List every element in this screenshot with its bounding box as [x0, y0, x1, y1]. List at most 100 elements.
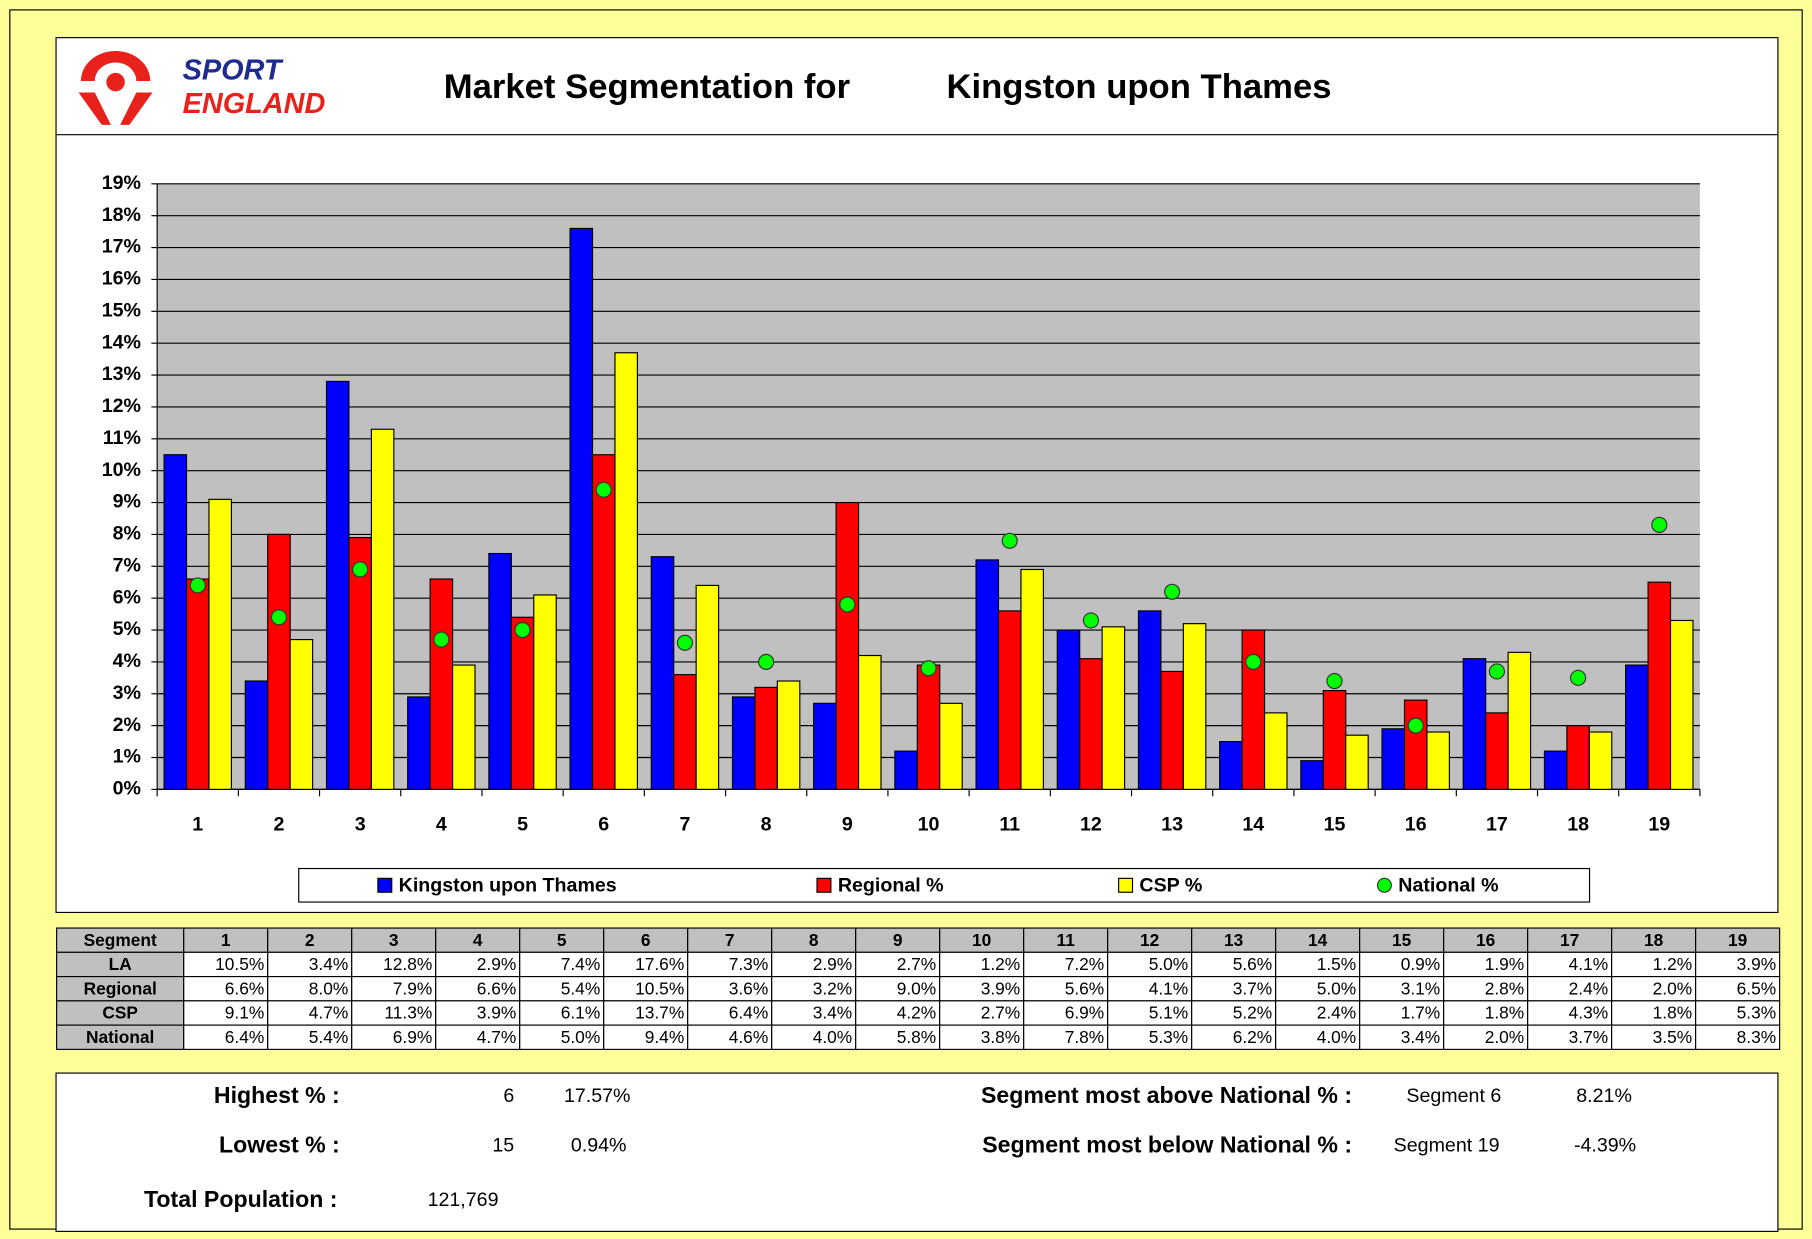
y-tick-label: 0% [113, 778, 141, 800]
table-cell [435, 927, 521, 953]
table-cell [1695, 976, 1781, 1002]
table-value: 5.1% [1149, 1003, 1189, 1023]
legend-marker [1376, 877, 1392, 893]
table-cell [603, 951, 689, 978]
bar [1345, 734, 1369, 790]
y-tick-label: 7% [113, 554, 141, 576]
column-label: 19 [1728, 930, 1747, 950]
table-cell [1107, 1024, 1193, 1050]
bar [835, 501, 860, 790]
x-tick-label: 15 [1324, 813, 1346, 835]
table-value: 3.6% [729, 978, 769, 998]
dot [1326, 672, 1343, 690]
table-value: 7.8% [1065, 1027, 1105, 1047]
table-value: 1.5% [1317, 954, 1357, 974]
table-cell [435, 951, 521, 978]
y-tick-label: 9% [113, 491, 141, 513]
table-cell [1611, 976, 1697, 1002]
table-cell [519, 927, 605, 953]
x-tick-label: 11 [999, 813, 1020, 835]
column-label: 4 [473, 930, 483, 950]
table-value: 5.6% [1065, 978, 1105, 998]
dot [676, 634, 694, 651]
bar [1625, 664, 1649, 790]
table-cell [1191, 976, 1277, 1002]
dot [270, 609, 288, 626]
table-cell [1107, 951, 1193, 978]
table-value: 2.0% [1653, 978, 1693, 998]
bar [1263, 712, 1288, 790]
table-value: 5.3% [1737, 1003, 1777, 1023]
bar [1462, 658, 1487, 790]
table-value: 3.7% [1233, 978, 1273, 998]
dot [1245, 653, 1262, 670]
legend-label: Kingston upon Thames [399, 875, 617, 897]
y-tick-label: 15% [102, 300, 141, 322]
table-value: 5.0% [1317, 978, 1357, 998]
table-cell [1191, 1000, 1277, 1026]
table-cell [855, 1000, 941, 1026]
table-cell [183, 927, 269, 953]
y-tick-label: 16% [102, 268, 141, 290]
table-value: 5.4% [309, 1027, 348, 1047]
bar [325, 380, 350, 790]
bar [1137, 610, 1162, 790]
column-label: 13 [1224, 930, 1244, 950]
table-value: 7.3% [729, 954, 769, 974]
x-tick-label: 12 [1080, 813, 1102, 835]
bar [1403, 699, 1428, 790]
x-tick-label: 3 [355, 813, 366, 835]
table-value: 1.8% [1485, 1003, 1525, 1023]
table-value: 3.2% [813, 978, 853, 998]
table-value: 6.6% [477, 978, 517, 998]
table-value: 3.5% [1653, 1027, 1693, 1047]
table-cell [1443, 1000, 1529, 1026]
table-value: 7.2% [1065, 954, 1105, 974]
table-value: 10.5% [215, 954, 264, 974]
table-value: 2.9% [813, 954, 853, 974]
table-cell [1527, 951, 1613, 978]
bar [894, 750, 918, 790]
row-label: CSP [102, 1003, 138, 1023]
bar [370, 428, 395, 790]
table-cell [183, 1024, 269, 1050]
bar [776, 680, 801, 790]
summary-segment: Segment 19 [1394, 1135, 1500, 1157]
table-value: 7.4% [561, 954, 601, 974]
table-value: 3.9% [477, 1003, 517, 1023]
dot [1082, 612, 1100, 629]
x-tick-label: 18 [1567, 813, 1589, 835]
bar [1669, 619, 1694, 790]
y-tick-label: 19% [102, 172, 141, 194]
table-cell [351, 927, 437, 953]
summary-segment: 6 [503, 1085, 514, 1107]
table-value: 6.2% [1233, 1027, 1273, 1047]
dot [433, 631, 450, 648]
table-value: 1.8% [1653, 1003, 1693, 1023]
table-cell [1023, 951, 1109, 978]
y-tick-label: 11% [103, 427, 141, 449]
table-value: 4.1% [1149, 978, 1189, 998]
summary-panel [55, 1072, 1779, 1232]
table-value: 6.6% [225, 978, 265, 998]
y-tick-label: 5% [113, 618, 141, 640]
table-value: 6.5% [1737, 978, 1777, 998]
x-tick-label: 6 [598, 813, 609, 835]
table-cell [267, 951, 353, 978]
table-cell [939, 976, 1025, 1002]
table-value: 3.9% [1737, 954, 1777, 974]
table-cell [1443, 951, 1529, 978]
table-cell [1359, 1024, 1445, 1050]
table-value: 6.4% [729, 1003, 769, 1023]
y-tick-label: 2% [113, 714, 141, 736]
y-tick-label: 4% [113, 650, 141, 672]
table-value: 2.9% [477, 954, 517, 974]
y-tick-label: 1% [113, 746, 141, 768]
table-cell [435, 1000, 521, 1026]
legend-marker [1118, 877, 1134, 893]
table-value: 5.6% [1233, 954, 1273, 974]
bar [244, 680, 269, 790]
table-value: 2.8% [1485, 978, 1525, 998]
x-tick-label: 14 [1242, 813, 1264, 835]
row-label: National [86, 1027, 154, 1047]
